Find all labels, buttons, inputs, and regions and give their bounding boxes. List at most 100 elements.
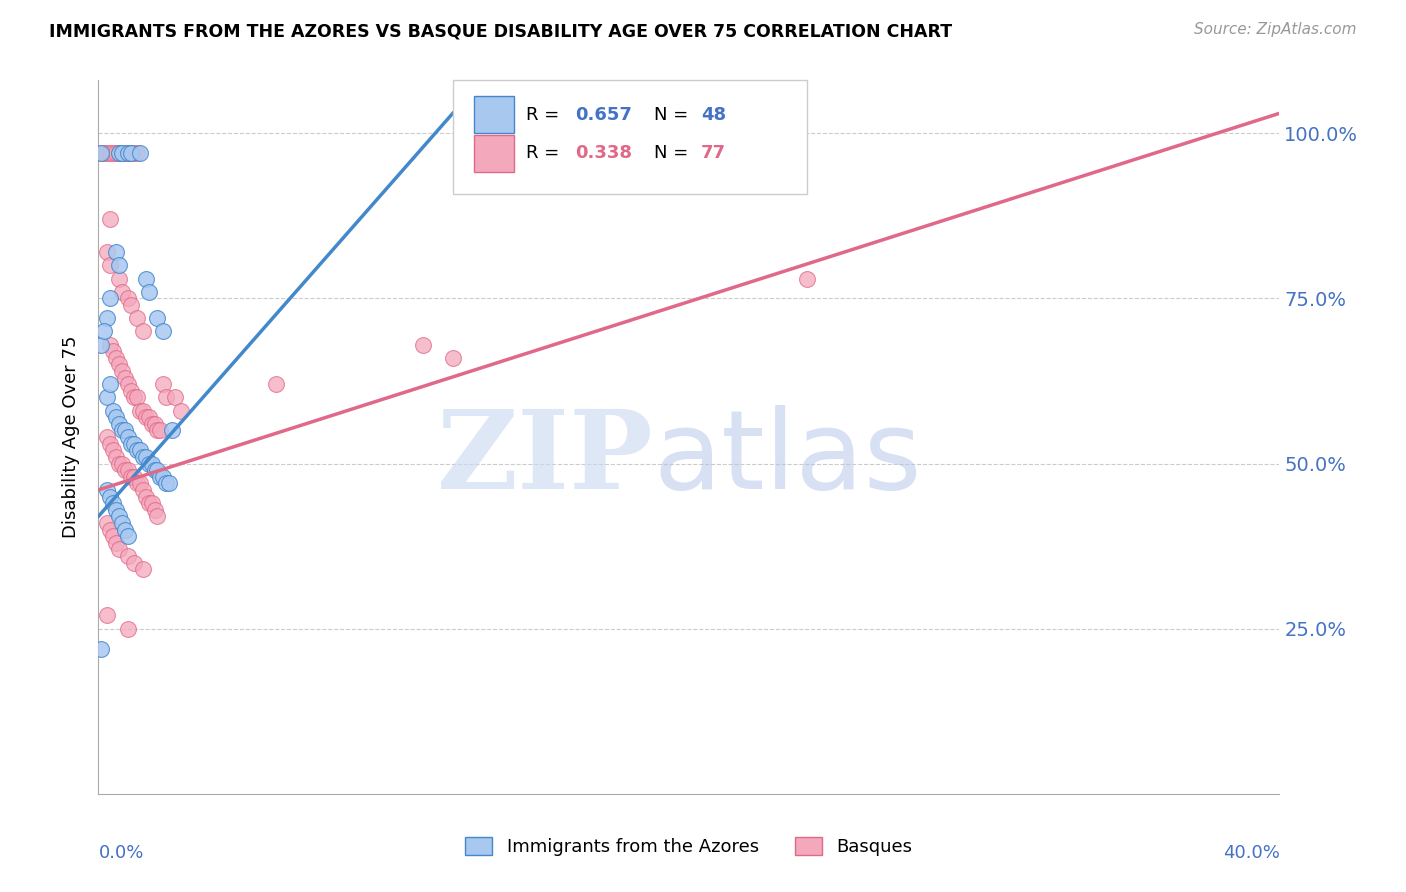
Point	[152, 324, 174, 338]
Point	[105, 502, 128, 516]
Point	[96, 245, 118, 260]
Text: 0.0%: 0.0%	[98, 844, 143, 862]
Point	[117, 291, 139, 305]
Point	[103, 145, 125, 160]
Point	[138, 496, 160, 510]
Point	[96, 311, 118, 326]
Point	[143, 417, 166, 431]
Point	[141, 417, 163, 431]
Point	[135, 450, 157, 464]
Point	[125, 391, 148, 405]
Point	[165, 391, 187, 405]
Point	[125, 476, 148, 491]
Point	[125, 311, 148, 326]
Point	[117, 145, 139, 160]
Point	[98, 291, 121, 305]
Point	[96, 516, 118, 530]
Point	[120, 145, 142, 160]
Point	[135, 490, 157, 504]
Point	[162, 424, 183, 438]
Point	[108, 457, 131, 471]
Point	[120, 384, 142, 398]
Point	[98, 490, 121, 504]
Point	[117, 377, 139, 392]
Point	[114, 370, 136, 384]
Point	[108, 258, 131, 272]
Point	[146, 311, 169, 326]
Point	[105, 450, 128, 464]
Text: R =: R =	[526, 105, 565, 123]
Point	[264, 377, 287, 392]
Point	[114, 145, 136, 160]
Point	[135, 271, 157, 285]
Legend: Immigrants from the Azores, Basques: Immigrants from the Azores, Basques	[458, 830, 920, 863]
Text: N =: N =	[654, 145, 693, 162]
Point	[441, 351, 464, 365]
Point	[128, 476, 150, 491]
Point	[155, 391, 177, 405]
Point	[152, 377, 174, 392]
Point	[117, 622, 139, 636]
Text: ZIP: ZIP	[437, 405, 654, 512]
Text: atlas: atlas	[654, 405, 922, 512]
Point	[149, 469, 172, 483]
Text: N =: N =	[654, 105, 693, 123]
Point	[122, 391, 145, 405]
Point	[111, 364, 134, 378]
Point	[108, 271, 131, 285]
Point	[146, 463, 169, 477]
Point	[412, 337, 434, 351]
Point	[114, 424, 136, 438]
Point	[117, 430, 139, 444]
Point	[105, 410, 128, 425]
Point	[141, 457, 163, 471]
Point	[108, 145, 131, 160]
Point	[108, 542, 131, 557]
Point	[105, 536, 128, 550]
Point	[143, 502, 166, 516]
Point	[111, 145, 134, 160]
Point	[125, 145, 148, 160]
Text: IMMIGRANTS FROM THE AZORES VS BASQUE DISABILITY AGE OVER 75 CORRELATION CHART: IMMIGRANTS FROM THE AZORES VS BASQUE DIS…	[49, 22, 952, 40]
Point	[90, 337, 112, 351]
Point	[146, 424, 169, 438]
Point	[122, 436, 145, 450]
Point	[98, 145, 121, 160]
Point	[117, 529, 139, 543]
Point	[98, 337, 121, 351]
Point	[117, 463, 139, 477]
Point	[103, 529, 125, 543]
Point	[108, 358, 131, 372]
FancyBboxPatch shape	[474, 135, 515, 171]
Text: 0.338: 0.338	[575, 145, 633, 162]
Point	[122, 145, 145, 160]
Point	[111, 145, 134, 160]
Point	[98, 436, 121, 450]
Point	[128, 403, 150, 417]
Text: Source: ZipAtlas.com: Source: ZipAtlas.com	[1194, 22, 1357, 37]
Point	[796, 271, 818, 285]
Point	[90, 145, 112, 160]
Point	[117, 549, 139, 563]
Point	[103, 403, 125, 417]
Point	[157, 476, 180, 491]
Point	[93, 324, 115, 338]
Point	[98, 377, 121, 392]
Point	[128, 145, 150, 160]
Point	[108, 145, 131, 160]
Y-axis label: Disability Age Over 75: Disability Age Over 75	[62, 335, 80, 539]
Point	[105, 351, 128, 365]
Point	[170, 403, 193, 417]
Point	[120, 145, 142, 160]
Point	[96, 608, 118, 623]
FancyBboxPatch shape	[453, 80, 807, 194]
Point	[90, 641, 112, 656]
Text: 48: 48	[700, 105, 725, 123]
Text: 0.657: 0.657	[575, 105, 633, 123]
Point	[111, 285, 134, 299]
Point	[120, 298, 142, 312]
Point	[96, 430, 118, 444]
Point	[125, 443, 148, 458]
Point	[122, 556, 145, 570]
Point	[98, 523, 121, 537]
